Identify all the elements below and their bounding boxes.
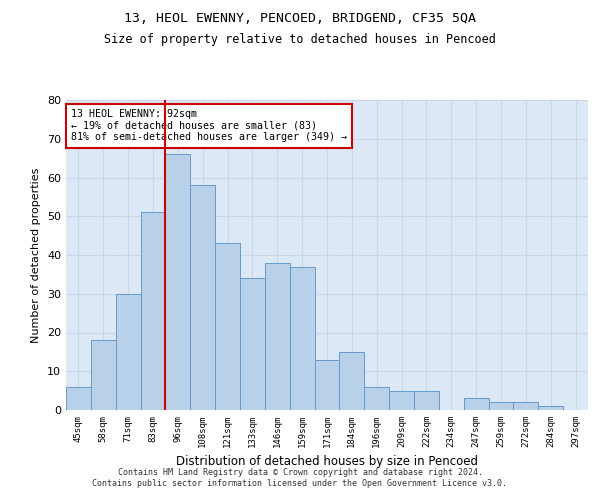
Bar [538,406,563,410]
Bar [314,360,340,410]
Bar [240,278,265,410]
Bar [140,212,166,410]
Bar [464,398,488,410]
Bar [91,340,116,410]
Text: 13 HEOL EWENNY: 92sqm
← 19% of detached houses are smaller (83)
81% of semi-deta: 13 HEOL EWENNY: 92sqm ← 19% of detached … [71,110,347,142]
Text: Size of property relative to detached houses in Pencoed: Size of property relative to detached ho… [104,32,496,46]
Text: Contains HM Land Registry data © Crown copyright and database right 2024.
Contai: Contains HM Land Registry data © Crown c… [92,468,508,487]
Bar [290,266,314,410]
Bar [389,390,414,410]
Y-axis label: Number of detached properties: Number of detached properties [31,168,41,342]
Bar [265,263,290,410]
X-axis label: Distribution of detached houses by size in Pencoed: Distribution of detached houses by size … [176,456,478,468]
Bar [116,294,140,410]
Bar [414,390,439,410]
Bar [215,244,240,410]
Bar [488,402,514,410]
Bar [66,387,91,410]
Bar [514,402,538,410]
Text: 13, HEOL EWENNY, PENCOED, BRIDGEND, CF35 5QA: 13, HEOL EWENNY, PENCOED, BRIDGEND, CF35… [124,12,476,26]
Bar [364,387,389,410]
Bar [340,352,364,410]
Bar [190,185,215,410]
Bar [166,154,190,410]
